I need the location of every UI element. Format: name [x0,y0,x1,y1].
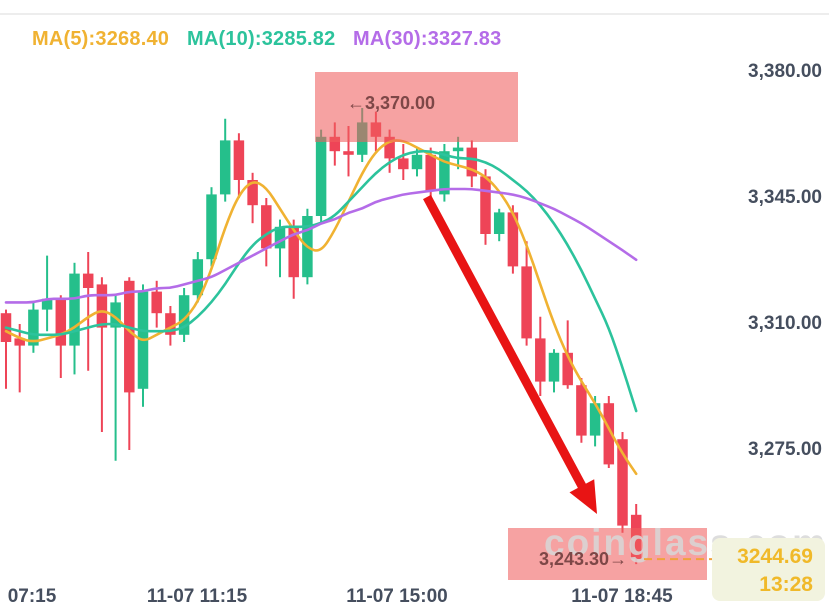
candle-body [28,309,39,346]
candle-body [206,194,217,260]
y-axis-label: 3,380.00 [748,61,822,82]
candle-body [151,291,162,314]
mama5-line [4,139,638,476]
x-axis-label: 07:15 [7,586,57,607]
mama30-line [4,187,638,304]
last-price-time: 13:28 [759,573,813,596]
y-axis-label: 3,310.00 [748,313,822,334]
candle-body [452,147,464,152]
candle-body [315,136,327,216]
candle-body [288,226,299,278]
last-price-tag: 3244.69 13:28 [712,538,825,601]
candle-body [603,403,615,465]
candle-body [425,154,436,191]
high-annotation: ←3,370.00 [347,93,436,113]
candle-body [548,352,560,382]
candle-body [384,136,395,159]
low-annotation: 3,243.30→ [539,549,628,569]
x-axis-label: 11-07 18:45 [571,586,673,607]
y-axis-label: 3,275.00 [748,439,822,460]
candle-body [165,313,176,335]
candle-body [219,140,231,195]
top-divider [0,13,829,15]
last-price-value: 3244.69 [737,545,813,568]
candle-body [507,212,519,267]
candle-body [493,212,505,234]
candle-body [589,403,601,436]
candle-body [41,298,53,310]
trend-arrow-head [569,479,597,514]
y-axis-label: 3,345.00 [748,187,822,208]
candle-body [14,338,25,346]
candle-body [82,273,94,288]
candle-body [192,259,204,296]
candle-body [233,140,245,180]
candle-body [480,176,491,234]
candle-body [329,136,341,152]
low-price-zone [508,528,707,580]
candle-body [110,302,121,328]
candle-body [343,151,354,155]
candle-body [398,158,409,170]
candle-body [562,352,573,386]
legend-ma10: MA(10):3285.82 [187,28,336,50]
candle-body [466,147,478,177]
candle-body [411,154,423,170]
candle-body [247,180,258,206]
x-axis-label: 11-07 11:15 [146,586,248,607]
candle-body [274,226,286,249]
x-axis-label: 11-07 15:00 [346,586,448,607]
candle-body [55,298,67,346]
legend-ma30: MA(30):3327.83 [353,28,502,50]
high-price-zone [315,72,518,142]
candle-body [576,385,587,436]
candle-body [535,338,546,382]
candle-body [439,151,450,195]
candle-body [69,273,80,346]
candle-body [261,205,272,249]
candle-body [96,284,108,328]
candle-body [178,295,190,335]
legend-ma5: MA(5):3268.40 [32,28,170,50]
candle-body [124,280,135,393]
trend-arrow-shaft [423,194,589,494]
candle-body [521,266,532,339]
candle-body [617,439,628,526]
